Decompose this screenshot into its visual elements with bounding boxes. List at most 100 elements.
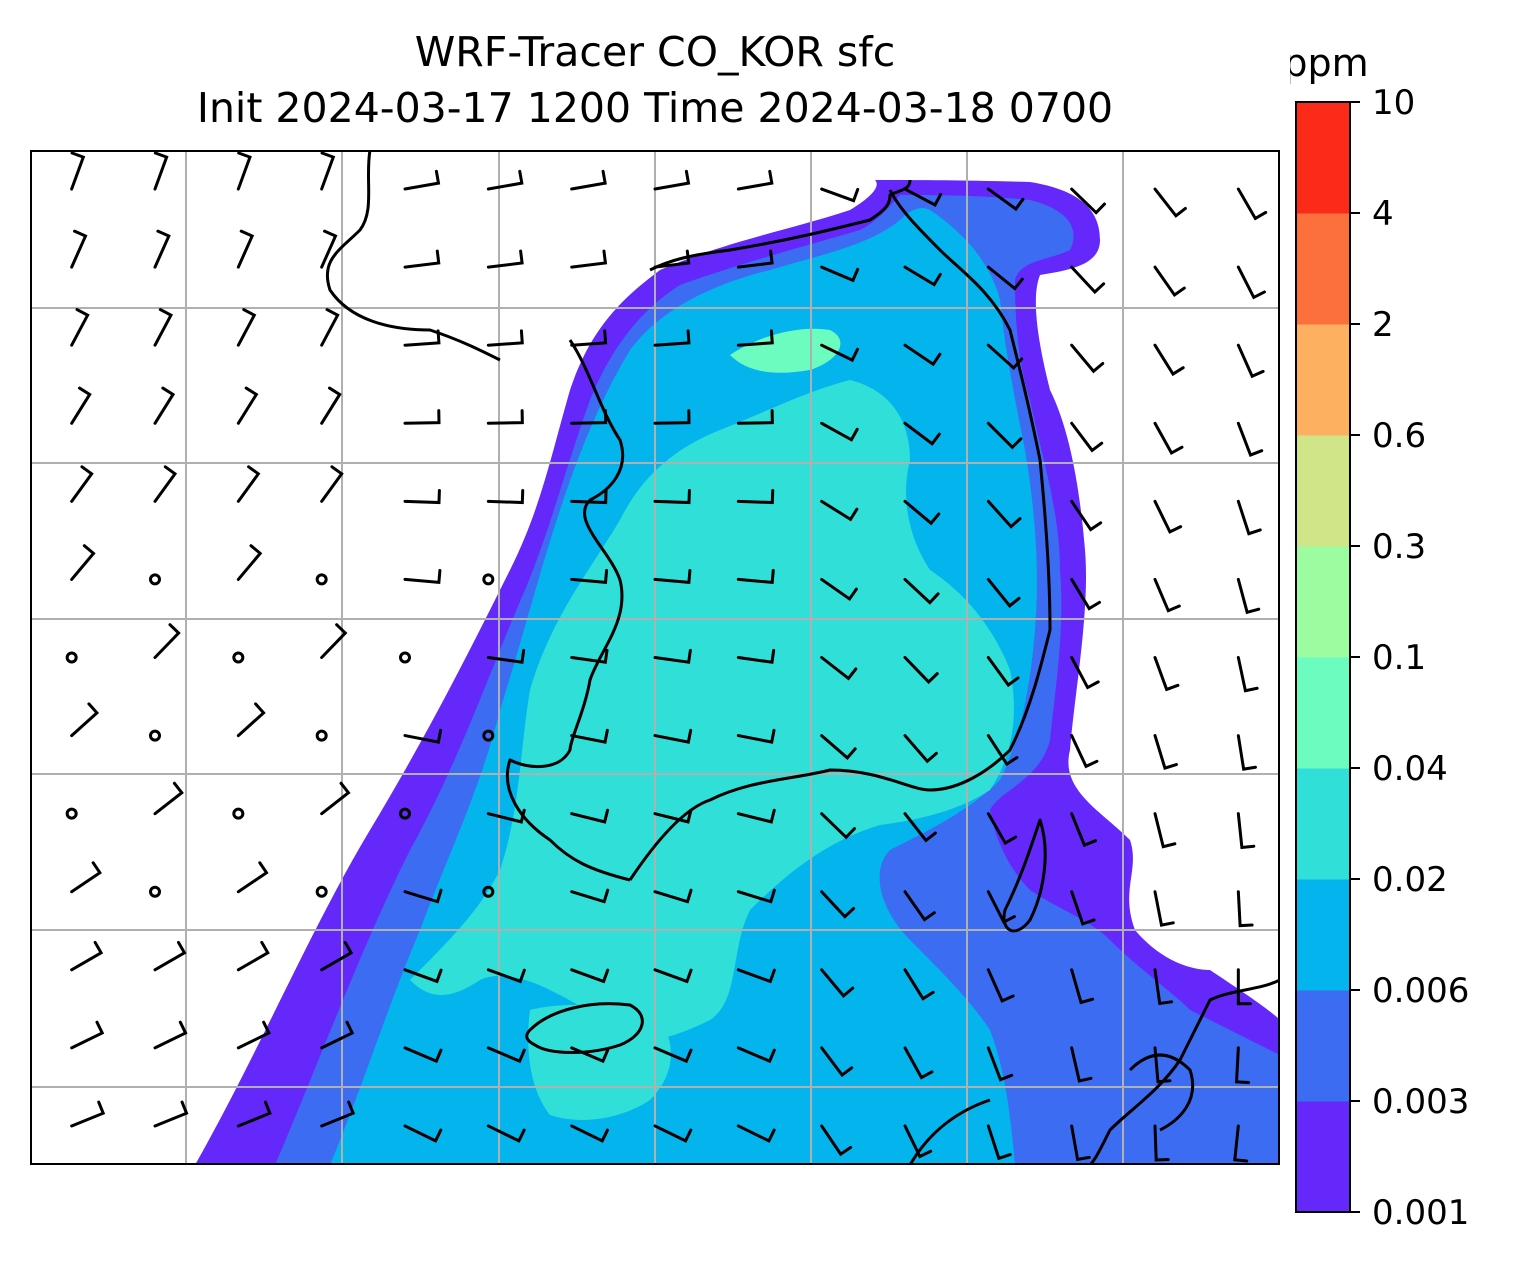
colorbar-tick-label: 0.001 xyxy=(1372,1193,1469,1233)
colorbar-band xyxy=(1296,879,1350,991)
wind-calm-circle xyxy=(65,651,78,664)
wind-barb xyxy=(986,499,1022,529)
wind-barb xyxy=(403,409,441,425)
wind-barb xyxy=(236,229,255,269)
wind-barb xyxy=(903,968,935,1001)
wind-barb xyxy=(986,656,1020,688)
wind-barb xyxy=(986,812,1018,846)
wind-barb xyxy=(736,1046,776,1064)
wind-barb xyxy=(70,702,100,738)
wind-barb xyxy=(236,544,263,581)
wind-barb xyxy=(1153,499,1183,534)
wind-barb xyxy=(986,421,1023,450)
wind-barb xyxy=(986,577,1021,608)
wind-barb xyxy=(1234,1046,1251,1084)
wind-barb xyxy=(70,544,96,581)
wind-barb xyxy=(986,890,1016,925)
wind-barb xyxy=(320,1020,355,1050)
wind-barb xyxy=(820,734,857,760)
wind-barb xyxy=(486,968,526,984)
wind-barb xyxy=(70,940,104,972)
wind-barb xyxy=(1153,265,1186,298)
wind-barb xyxy=(1236,265,1266,300)
colorbar-tick-label: 0.3 xyxy=(1372,527,1426,567)
wind-barb xyxy=(570,1124,609,1143)
wind-barb xyxy=(236,940,270,972)
wind-barb xyxy=(903,265,942,287)
wind-barb xyxy=(1236,499,1262,536)
wind-barb xyxy=(1070,812,1098,848)
wind-barb xyxy=(1236,656,1259,693)
wind-barb xyxy=(903,187,943,208)
wind-barb xyxy=(653,329,691,347)
coastline-japan-islands xyxy=(1002,818,1047,933)
wind-barb xyxy=(1070,343,1105,374)
colorbar-tick-label: 4 xyxy=(1372,194,1394,234)
wind-barb xyxy=(653,728,693,744)
wind-barb xyxy=(320,465,344,503)
wind-barb xyxy=(820,890,856,919)
colorbar-tick-label: 0.003 xyxy=(1372,1082,1469,1122)
wind-barb xyxy=(70,465,94,503)
wind-barb xyxy=(486,169,524,191)
colorbar-band xyxy=(1296,435,1350,547)
wind-barb xyxy=(1153,812,1177,849)
wind-barb xyxy=(70,1100,106,1128)
wind-barb xyxy=(1070,890,1096,926)
wind-barb xyxy=(736,648,776,664)
wind-barb xyxy=(236,151,252,191)
wind-barb xyxy=(320,1100,356,1128)
wind-barb xyxy=(1153,187,1187,218)
colorbar-bands xyxy=(1296,102,1350,1213)
wind-calm-circle xyxy=(482,885,495,898)
wind-barb xyxy=(986,1124,1012,1161)
wind-barb xyxy=(903,890,936,922)
wind-barb xyxy=(70,1020,105,1050)
contour-band-0.02 xyxy=(410,380,1014,1041)
wind-barb xyxy=(820,1046,854,1078)
wind-barb xyxy=(236,861,269,894)
coastline-korea-west xyxy=(505,339,631,882)
wind-barb xyxy=(153,151,169,191)
wind-barb xyxy=(570,728,609,744)
wind-barb xyxy=(986,968,1015,1003)
wind-barb xyxy=(403,888,443,904)
wind-barb xyxy=(486,249,524,269)
wind-barb xyxy=(986,734,1019,767)
wind-barb xyxy=(1153,1046,1172,1084)
colorbar-tick-label: 0.04 xyxy=(1372,749,1448,789)
wind-barb xyxy=(1153,890,1175,927)
coastlines xyxy=(325,150,1280,1165)
wind-barb xyxy=(320,151,336,191)
wind-barb xyxy=(820,577,858,602)
wind-barb xyxy=(236,308,257,347)
wind-barb xyxy=(820,1124,853,1157)
colorbar-tick-label: 0.6 xyxy=(1372,416,1426,456)
colorbar-tick-label: 0.02 xyxy=(1372,860,1448,900)
wind-barb xyxy=(653,888,693,904)
wind-barb xyxy=(1070,656,1100,690)
wind-barb xyxy=(153,781,184,816)
wind-barb xyxy=(1153,343,1185,377)
wind-barb xyxy=(820,499,859,522)
wind-barb xyxy=(153,1020,188,1050)
wind-barb xyxy=(903,1046,934,1080)
colorbar-tick-label: 10 xyxy=(1372,83,1415,123)
coastline-japan-south xyxy=(908,1053,1195,1165)
wind-calm-circle xyxy=(65,807,78,820)
wind-barb xyxy=(1236,343,1265,379)
wind-barb xyxy=(1070,968,1095,1005)
wind-barb xyxy=(153,229,171,269)
wind-barb xyxy=(820,812,856,840)
wind-barb xyxy=(653,968,693,984)
wind-barb xyxy=(153,1100,189,1128)
wind-barb xyxy=(986,343,1024,371)
colorbar-band xyxy=(1296,213,1350,325)
wind-barb xyxy=(736,728,776,744)
wind-calm-circle xyxy=(482,729,495,742)
wind-barb xyxy=(486,648,526,664)
wind-barb xyxy=(1153,734,1178,770)
wind-barb xyxy=(1070,1124,1091,1162)
wind-barb xyxy=(653,808,693,824)
wind-barb xyxy=(570,169,607,191)
